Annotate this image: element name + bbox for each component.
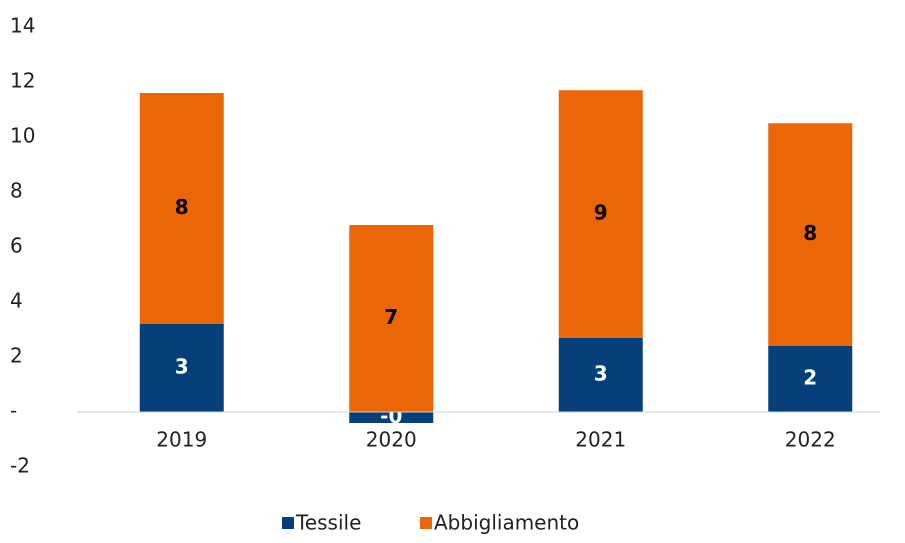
bar — [768, 123, 853, 346]
x-tick-label: 2019 — [156, 428, 207, 452]
y-tick-label: - — [10, 399, 17, 423]
data-label: 3 — [175, 355, 189, 379]
bar — [558, 90, 643, 338]
y-tick-label: 2 — [10, 344, 23, 368]
bar — [768, 346, 853, 412]
y-tick-label: 14 — [10, 14, 35, 38]
y-tick-label: 4 — [10, 289, 23, 313]
x-tick-label: 2021 — [575, 428, 626, 452]
y-tick-label: 8 — [10, 179, 23, 203]
legend-swatch — [420, 517, 432, 529]
data-label: 9 — [594, 201, 608, 225]
data-label: 2 — [803, 366, 817, 390]
data-label: 8 — [175, 195, 189, 219]
x-tick-label: 2020 — [366, 428, 417, 452]
bar — [349, 412, 434, 423]
y-tick-label: 6 — [10, 234, 23, 258]
legend-label: Abbigliamento — [434, 511, 579, 535]
legend-label: Tessile — [295, 511, 361, 535]
data-label: 8 — [803, 221, 817, 245]
bar — [139, 324, 224, 412]
bar — [139, 93, 224, 324]
y-tick-label: -2 — [10, 454, 30, 478]
y-tick-label: 12 — [10, 69, 35, 93]
y-tick-label: 10 — [10, 124, 35, 148]
x-tick-label: 2022 — [785, 428, 836, 452]
bar — [558, 337, 643, 412]
legend-swatch — [282, 517, 294, 529]
bar — [349, 225, 434, 412]
data-label: 3 — [594, 361, 608, 385]
data-label: 7 — [384, 305, 398, 329]
